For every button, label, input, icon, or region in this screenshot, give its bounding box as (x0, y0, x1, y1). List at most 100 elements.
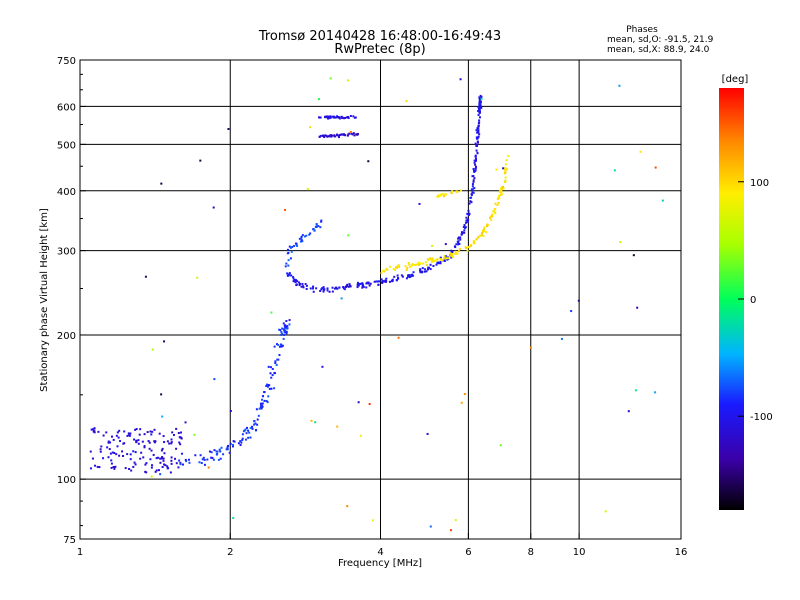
data-point (490, 219, 493, 222)
data-point (493, 208, 496, 211)
data-point (313, 229, 316, 232)
data-point (150, 475, 153, 478)
data-point (451, 190, 454, 193)
data-point (351, 133, 354, 136)
data-point (318, 98, 321, 101)
data-point (353, 134, 356, 137)
data-point (455, 252, 458, 255)
data-point (356, 284, 359, 287)
data-point (506, 168, 509, 171)
data-point (342, 286, 345, 289)
data-point (109, 441, 112, 444)
data-point (150, 433, 153, 436)
data-point (459, 238, 462, 241)
data-point (314, 225, 317, 228)
data-point (179, 436, 182, 439)
x-tick-label: 6 (465, 547, 471, 558)
data-point (171, 431, 174, 434)
data-point (142, 456, 145, 459)
data-point (286, 327, 289, 330)
data-point (93, 429, 96, 432)
data-point (309, 232, 312, 235)
data-point (501, 186, 504, 189)
data-point (499, 444, 502, 447)
data-point (113, 451, 116, 454)
data-point (320, 220, 323, 223)
data-point (263, 399, 266, 402)
data-point (116, 431, 119, 434)
data-point (349, 130, 352, 133)
data-point (405, 100, 408, 103)
data-point (294, 281, 297, 284)
data-point (494, 212, 497, 215)
data-point (260, 407, 263, 410)
data-point (289, 246, 292, 249)
data-point (444, 193, 447, 196)
data-point (301, 234, 304, 237)
data-point (151, 464, 154, 467)
data-point (336, 425, 339, 428)
data-point (634, 389, 637, 392)
data-point (291, 245, 294, 248)
data-point (290, 274, 293, 277)
axis-ticks: 1 2 4 6 8 10 16 75 100 200 300 400 500 600 750 (57, 56, 687, 558)
data-point (284, 327, 287, 330)
data-point (262, 395, 265, 398)
data-point (449, 252, 452, 255)
data-point (474, 167, 477, 170)
data-point (308, 233, 311, 236)
data-point (286, 325, 289, 328)
data-point (348, 132, 351, 135)
data-point (216, 450, 219, 453)
data-point (211, 456, 214, 459)
data-point (412, 271, 415, 274)
data-point (110, 459, 113, 462)
data-point (256, 423, 259, 426)
data-point (296, 244, 299, 247)
data-point (106, 446, 109, 449)
data-point (280, 332, 283, 335)
data-point (199, 454, 202, 457)
data-point (331, 290, 334, 293)
data-point (347, 117, 350, 120)
data-point (151, 430, 154, 433)
data-point (473, 159, 476, 162)
data-point (467, 218, 470, 221)
data-point (273, 372, 276, 375)
data-point (446, 258, 449, 261)
data-point (407, 261, 410, 264)
data-point (270, 387, 273, 390)
data-point (215, 453, 218, 456)
data-point (473, 187, 476, 190)
data-point (201, 458, 204, 461)
data-point (330, 135, 333, 138)
data-point (302, 285, 305, 288)
data-point (409, 275, 412, 278)
data-point (135, 441, 138, 444)
data-point (435, 263, 438, 266)
data-point (177, 432, 180, 435)
data-point (177, 466, 180, 469)
data-point (423, 270, 426, 273)
data-point (150, 466, 153, 469)
data-point (461, 232, 464, 235)
data-point (275, 363, 278, 366)
data-point (133, 438, 136, 441)
data-point (419, 268, 422, 271)
data-point (385, 277, 388, 280)
data-point (309, 126, 312, 129)
data-point (504, 168, 507, 171)
data-point (471, 191, 474, 194)
data-point (213, 449, 216, 452)
data-point (467, 213, 470, 216)
data-point (474, 154, 477, 157)
data-point (89, 467, 92, 470)
data-point (332, 115, 335, 118)
data-point (266, 401, 269, 404)
data-point (163, 340, 166, 343)
data-point (123, 430, 126, 433)
data-point (478, 96, 481, 99)
data-point (501, 187, 504, 190)
data-point (178, 441, 181, 444)
data-point (286, 272, 289, 275)
